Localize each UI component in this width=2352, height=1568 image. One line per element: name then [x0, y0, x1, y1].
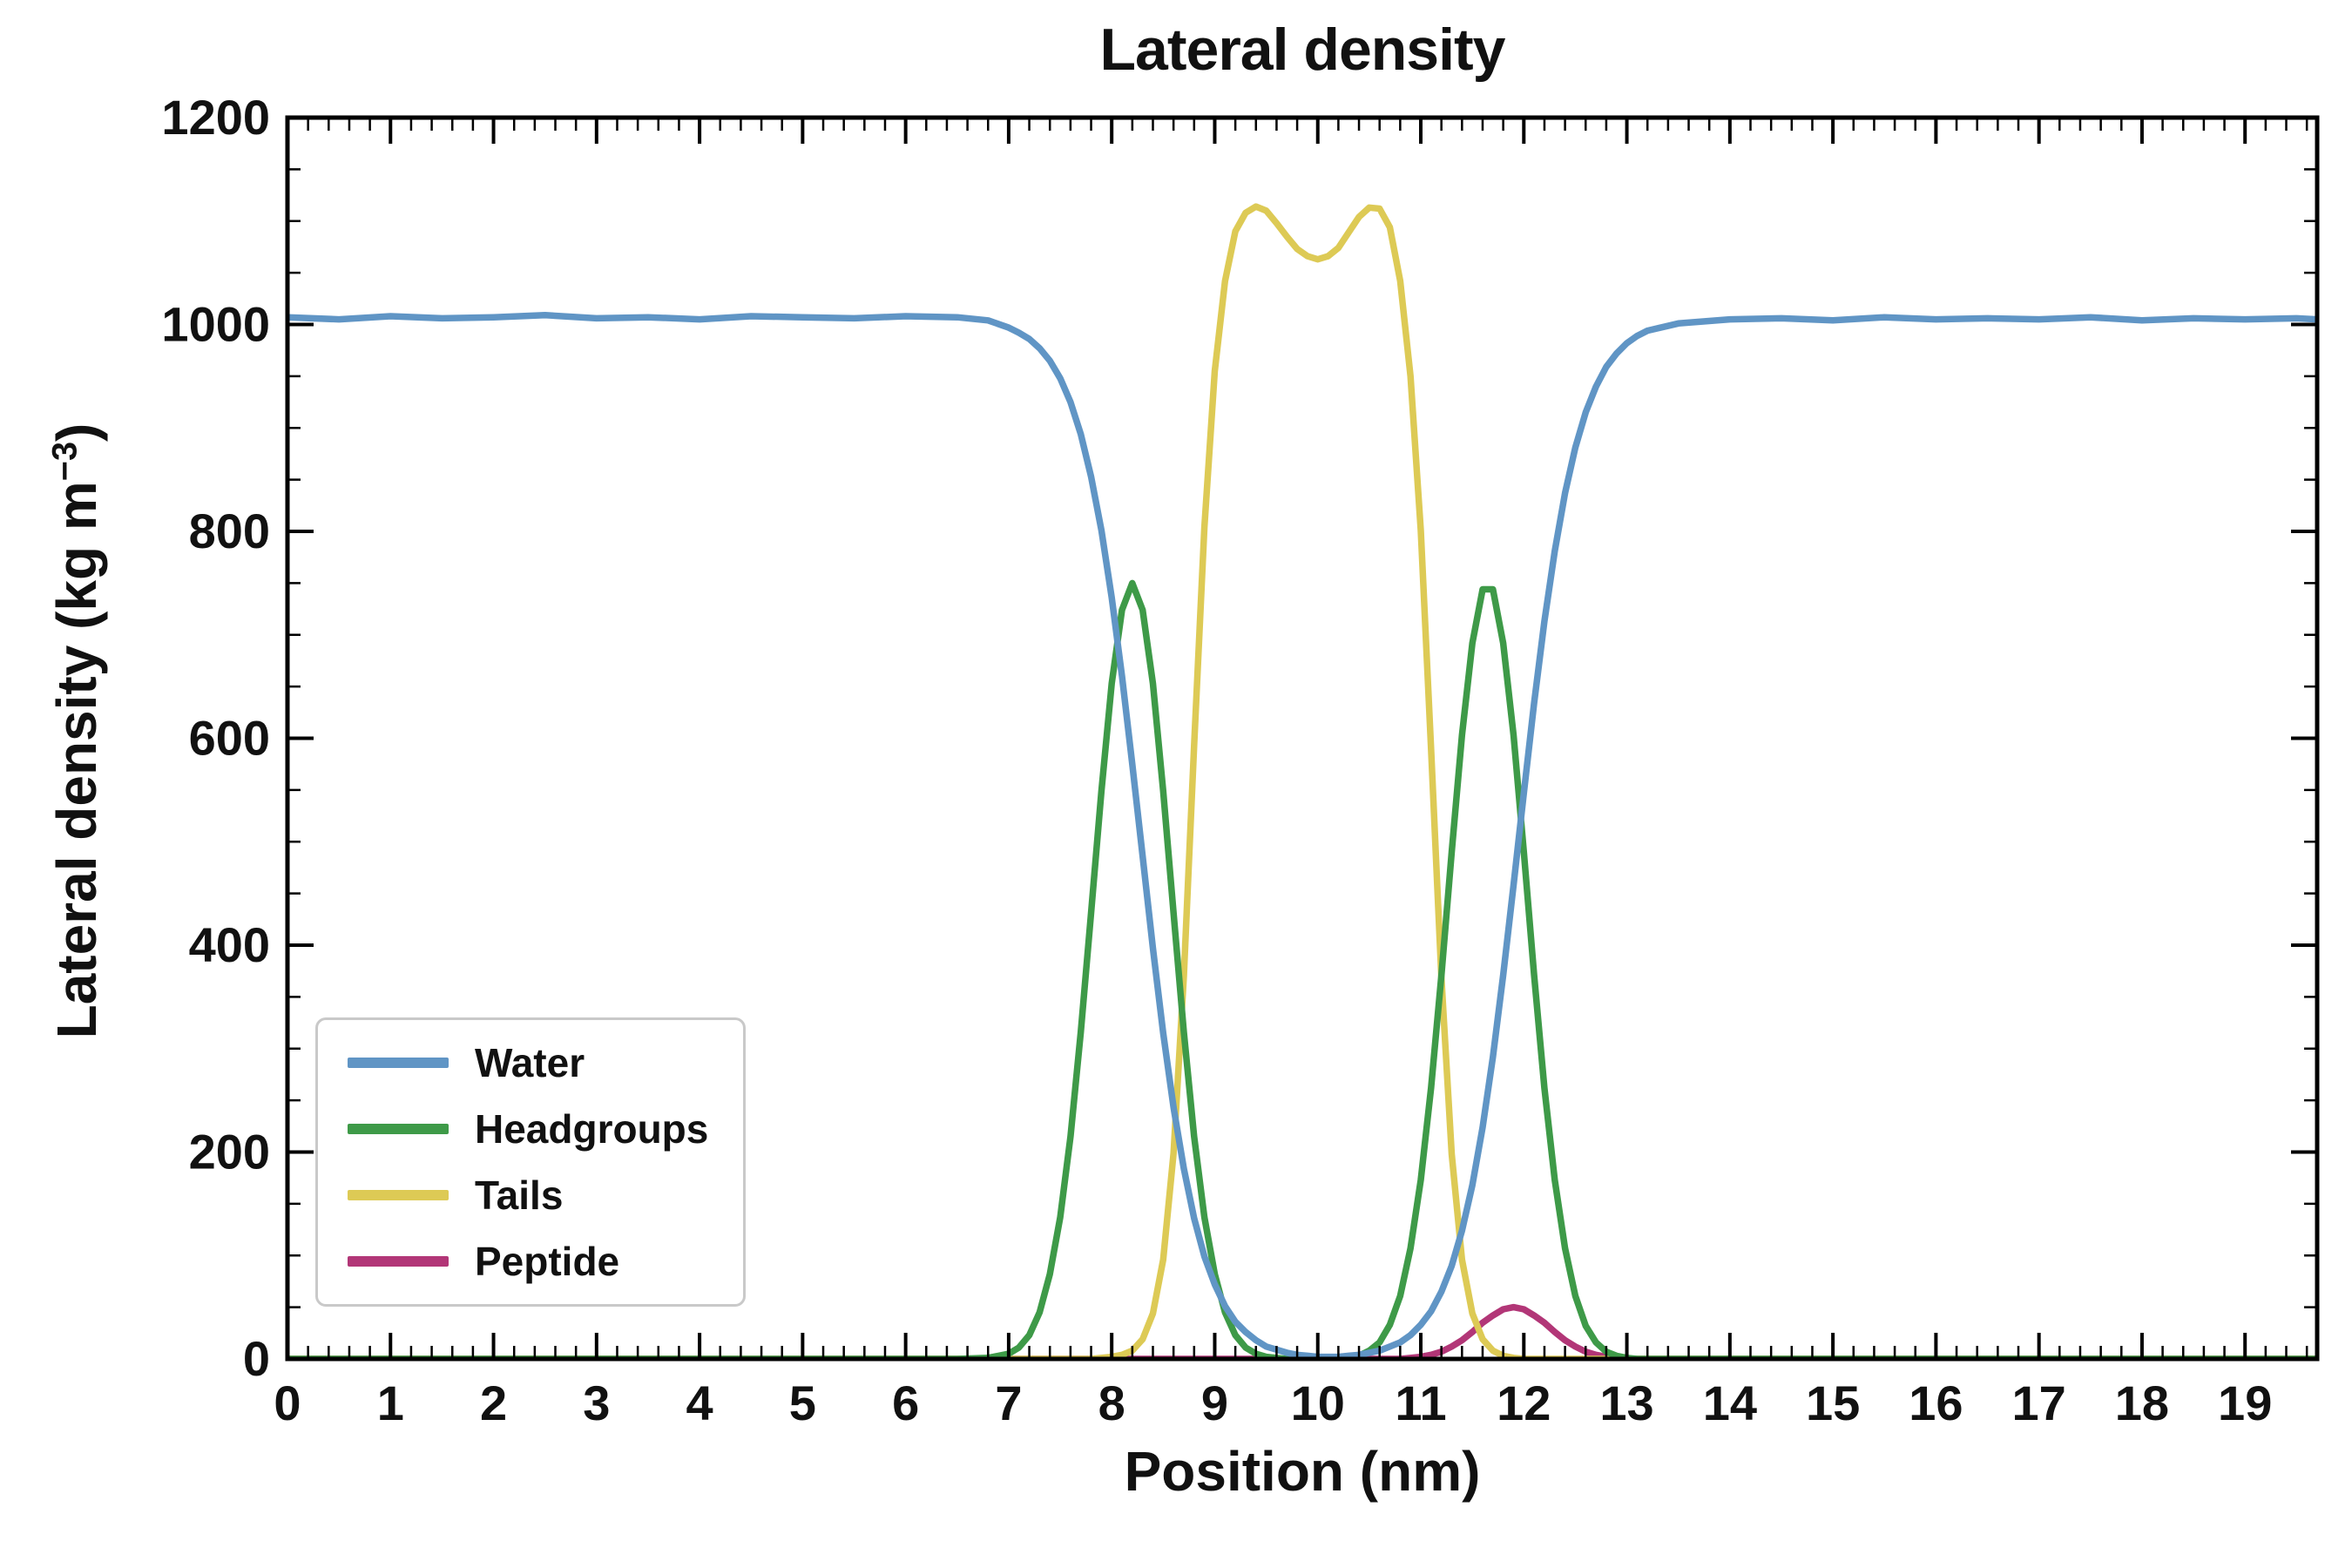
x-tick-label: 6	[892, 1375, 919, 1430]
legend-swatch-headgroups	[348, 1124, 449, 1134]
x-tick-label: 9	[1201, 1375, 1228, 1430]
x-tick-label: 0	[274, 1375, 301, 1430]
x-tick-label: 4	[686, 1375, 713, 1430]
y-tick-label: 800	[189, 504, 270, 558]
x-axis-label: Position (nm)	[1124, 1440, 1481, 1503]
x-tick-label: 10	[1291, 1375, 1345, 1430]
y-tick-label: 600	[189, 711, 270, 766]
y-axis-label-suffix: )	[45, 422, 108, 442]
legend-swatch-tails	[348, 1190, 449, 1200]
x-tick-label: 1	[377, 1375, 404, 1430]
y-axis-label-superscript: −3	[45, 441, 84, 482]
x-tick-label: 3	[583, 1375, 610, 1430]
y-tick-label: 400	[189, 917, 270, 972]
legend-item-tails: Tails	[348, 1175, 708, 1215]
y-tick-label: 200	[189, 1125, 270, 1179]
x-tick-label: 13	[1599, 1375, 1653, 1430]
plot-frame	[285, 115, 2320, 1362]
x-tick-label: 19	[2218, 1375, 2272, 1430]
legend-label-peptide: Peptide	[475, 1239, 620, 1284]
legend: Water Headgroups Tails Peptide	[315, 1017, 747, 1307]
x-tick-label: 8	[1098, 1375, 1125, 1430]
y-tick-label: 1200	[161, 90, 270, 145]
x-tick-label: 18	[2115, 1375, 2169, 1430]
x-tick-label: 16	[1909, 1375, 1963, 1430]
legend-item-peptide: Peptide	[348, 1241, 708, 1281]
x-tick-label: 7	[995, 1375, 1022, 1430]
x-tick-label: 12	[1497, 1375, 1551, 1430]
legend-swatch-water	[348, 1058, 449, 1068]
y-tick-label: 0	[243, 1331, 270, 1386]
y-axis-label-text: Lateral density (kg m	[45, 481, 108, 1039]
x-tick-label: 11	[1395, 1375, 1446, 1430]
series-line-peptide	[287, 1303, 2317, 1359]
legend-label-tails: Tails	[475, 1173, 564, 1218]
legend-label-headgroups: Headgroups	[475, 1106, 709, 1152]
x-tick-label: 14	[1703, 1375, 1757, 1430]
legend-item-headgroups: Headgroups	[348, 1109, 708, 1149]
x-tick-label: 5	[789, 1375, 816, 1430]
chart-title: Lateral density	[1099, 17, 1506, 83]
legend-label-water: Water	[475, 1040, 585, 1085]
y-tick-label: 1000	[161, 297, 270, 352]
legend-item-water: Water	[348, 1043, 708, 1083]
x-tick-label: 15	[1806, 1375, 1860, 1430]
legend-swatch-peptide	[348, 1256, 449, 1267]
series-line-tails	[287, 203, 2317, 1359]
x-tick-label: 17	[2012, 1375, 2066, 1430]
x-tick-label: 2	[480, 1375, 507, 1430]
y-axis-label: Lateral density (kg m−3)	[44, 78, 109, 1384]
